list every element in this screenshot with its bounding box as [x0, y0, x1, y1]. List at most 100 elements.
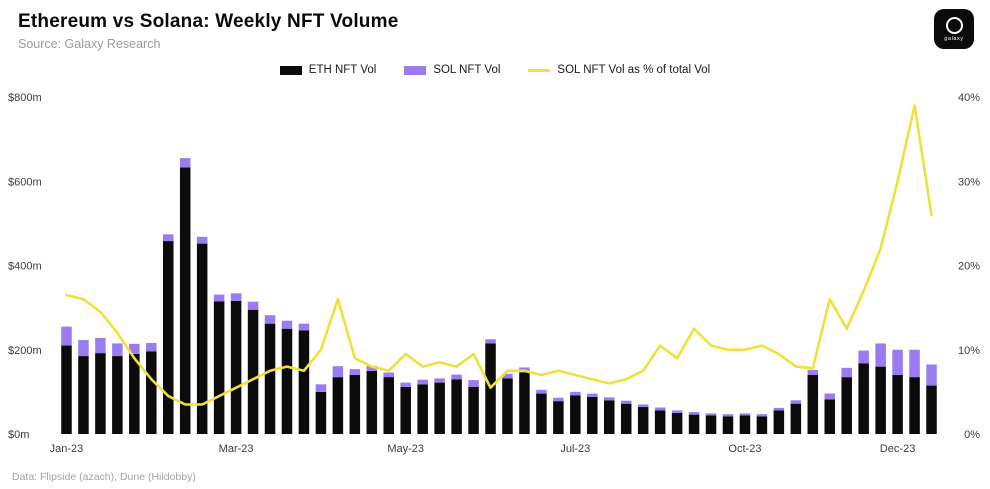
eth-volume-bar [570, 395, 581, 435]
sol-volume-bar [281, 320, 293, 329]
sol-volume-bar [603, 397, 615, 401]
eth-bars-group [61, 167, 937, 435]
data-credit: Data: Flipside (azach), Dune (Hildobby) [12, 471, 196, 483]
y-right-tick-label: 20% [958, 261, 980, 273]
sol-volume-bar [620, 400, 632, 404]
eth-volume-bar [112, 356, 123, 434]
eth-swatch-icon [279, 65, 302, 75]
legend-label-sol-share: SOL NFT Vol as % of total Vol [557, 64, 711, 76]
eth-volume-bar [926, 385, 937, 434]
sol-volume-bar [146, 343, 157, 352]
sol-volume-bar [824, 393, 836, 400]
legend-item-sol: SOL NFT Vol [404, 64, 500, 76]
eth-volume-bar [841, 377, 852, 434]
sol-volume-bar [332, 366, 344, 378]
eth-volume-bar [603, 400, 615, 434]
x-tick-label: Mar-23 [219, 443, 254, 455]
eth-volume-bar [468, 386, 479, 434]
sol-volume-bar [196, 236, 208, 244]
eth-volume-bar [773, 410, 785, 434]
sol-volume-bar [383, 372, 395, 378]
sol-volume-bar [570, 391, 581, 396]
sol-volume-bar [637, 404, 649, 408]
sol-volume-bar [485, 339, 496, 344]
sol-volume-bar [671, 410, 683, 413]
eth-volume-bar [637, 407, 649, 434]
x-tick-label: Jul-23 [560, 443, 590, 455]
eth-volume-bar [298, 330, 310, 434]
eth-volume-bar [95, 353, 106, 434]
sol-volume-bar [536, 389, 547, 394]
sol-volume-bar [587, 393, 598, 397]
y-left-tick-label: $400m [8, 261, 42, 273]
sol-volume-bar [434, 378, 445, 383]
chart-legend: ETH NFT Vol SOL NFT Vol SOL NFT Vol as %… [0, 64, 990, 76]
legend-item-sol-share: SOL NFT Vol as % of total Vol [528, 64, 710, 76]
sol-volume-bar [349, 369, 361, 376]
sol-volume-bar [654, 407, 666, 411]
eth-volume-bar [654, 410, 666, 434]
sol-volume-bar [468, 380, 479, 387]
sol-volume-bar [858, 350, 869, 364]
eth-volume-bar [230, 300, 242, 434]
eth-volume-bar [366, 370, 378, 434]
sol-volume-bar [179, 158, 191, 168]
eth-volume-bar [858, 363, 869, 434]
sol-volume-bar [264, 315, 276, 324]
sol-volume-bar [213, 294, 225, 302]
page-title: Ethereum vs Solana: Weekly NFT Volume [18, 11, 399, 32]
eth-volume-bar [892, 375, 903, 434]
eth-volume-bar [78, 356, 89, 434]
eth-volume-bar [417, 384, 428, 434]
sol-volume-bar [841, 367, 852, 378]
eth-volume-bar [451, 379, 462, 434]
legend-label-sol: SOL NFT Vol [433, 64, 501, 76]
eth-volume-bar [332, 377, 344, 434]
sol-volume-bar [926, 364, 937, 386]
galaxy-logo: galaxy [934, 9, 974, 49]
legend-label-eth: ETH NFT Vol [308, 64, 377, 76]
sol-swatch-icon [404, 65, 427, 75]
eth-volume-bar [536, 393, 547, 434]
nft-volume-chart: $0m $200m $400m $600m $800m 0% 10% 20% 30% 40% Jan… [8, 92, 980, 455]
eth-volume-bar [400, 386, 411, 434]
eth-volume-bar [434, 382, 445, 434]
sol-volume-bar [875, 343, 886, 367]
sol-volume-bar [773, 407, 785, 411]
eth-volume-bar [519, 372, 530, 434]
sol-volume-bar [722, 414, 734, 417]
sol-volume-bar [705, 413, 717, 416]
eth-volume-bar [739, 415, 751, 434]
sol-volume-bar [909, 349, 920, 378]
galaxy-ring-icon [945, 16, 963, 34]
sol-volume-bar [756, 414, 768, 417]
eth-volume-bar [146, 351, 157, 434]
y-left-tick-label: $0m [8, 429, 29, 441]
x-tick-label: Jan-23 [50, 443, 84, 455]
sol-volume-bar [807, 369, 819, 376]
sol-volume-bar [790, 400, 802, 404]
eth-volume-bar [620, 403, 632, 434]
sol-volume-bar [95, 337, 106, 354]
sol-volume-bar [400, 382, 411, 387]
sol-volume-bar [417, 379, 428, 385]
x-tick-label: Oct-23 [728, 443, 761, 455]
x-tick-label: May-23 [387, 443, 424, 455]
y-left-tick-label: $200m [8, 345, 42, 357]
eth-volume-bar [213, 301, 225, 434]
sol-volume-bar [553, 397, 564, 402]
galaxy-brand-label: galaxy [944, 35, 964, 42]
y-right-tick-label: 40% [958, 92, 980, 104]
sol-volume-bar [315, 384, 327, 392]
eth-volume-bar [688, 414, 700, 434]
sol-volume-bar [230, 293, 242, 301]
eth-volume-bar [281, 328, 293, 434]
eth-volume-bar [383, 377, 395, 434]
y-right-tick-label: 10% [958, 345, 980, 357]
sol-volume-bar [129, 343, 140, 354]
eth-volume-bar [587, 396, 598, 434]
y-left-tick-label: $800m [8, 92, 42, 104]
y-right-tick-label: 0% [964, 429, 980, 441]
eth-volume-bar [502, 378, 513, 434]
